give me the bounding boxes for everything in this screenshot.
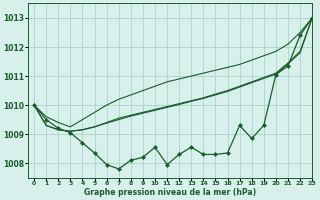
X-axis label: Graphe pression niveau de la mer (hPa): Graphe pression niveau de la mer (hPa) <box>84 188 256 197</box>
